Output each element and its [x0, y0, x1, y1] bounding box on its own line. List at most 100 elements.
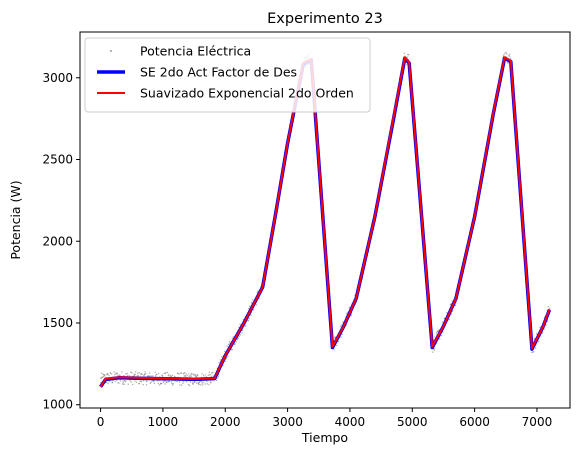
scatter-point: [164, 383, 166, 385]
x-tick-label: 5000: [397, 415, 428, 429]
scatter-point: [225, 358, 227, 360]
scatter-point: [247, 307, 250, 310]
scatter-point: [154, 371, 156, 374]
scatter-point: [219, 359, 221, 361]
series-line: [99, 56, 551, 388]
scatter-point: [129, 380, 131, 382]
x-tick-label: 2000: [210, 415, 241, 429]
scatter-point: [123, 374, 125, 377]
x-tick-label: 0: [97, 415, 105, 429]
scatter-point: [141, 381, 143, 383]
scatter-point: [136, 375, 138, 377]
legend-label: SE 2do Act Factor de Des: [140, 65, 297, 80]
plot-frame: [79, 31, 571, 409]
scatter-point: [139, 380, 141, 383]
x-tick-label: 1000: [148, 415, 179, 429]
y-tick-label: 3000: [42, 71, 73, 85]
scatter-point: [137, 375, 140, 377]
scatter-point: [257, 290, 259, 292]
scatter-point: [441, 321, 444, 324]
scatter-point: [187, 383, 190, 386]
scatter-point: [171, 382, 173, 385]
scatter-point: [189, 381, 192, 383]
scatter-point: [166, 371, 169, 374]
scatter-point: [192, 382, 195, 384]
scatter-point: [198, 383, 200, 386]
scatter-point: [119, 380, 122, 382]
scatter-point: [146, 380, 148, 383]
scatter-point: [153, 382, 156, 385]
scatter-point: [210, 372, 213, 374]
scatter-point: [130, 381, 132, 383]
scatter-point: [104, 374, 106, 376]
x-tick-label: 7000: [522, 415, 553, 429]
legend-marker: [110, 50, 112, 52]
scatter-point: [200, 384, 202, 386]
scatter-point: [186, 374, 188, 377]
axes: 0 1000 2000 3000 4000 5000 6000 7000 1000 1500 200…: [42, 71, 552, 429]
scatter-point: [201, 384, 204, 386]
scatter-point: [204, 383, 206, 385]
scatter-point: [231, 337, 234, 340]
scatter-point: [335, 344, 338, 347]
scatter-point: [144, 373, 146, 376]
scatter-point: [232, 336, 235, 338]
scatter-point: [197, 375, 199, 377]
scatter-point: [340, 325, 342, 328]
scatter-point: [116, 372, 119, 375]
scatter-point: [130, 371, 132, 373]
scatter-point: [234, 343, 236, 346]
scatter-point: [181, 384, 183, 386]
scatter-point: [448, 318, 450, 321]
scatter-point: [109, 372, 112, 375]
scatter-point: [202, 374, 205, 377]
scatter-point: [101, 376, 104, 379]
scatter-point: [154, 375, 157, 377]
scatter-point: [239, 334, 242, 336]
scatter-point: [140, 380, 142, 382]
scatter-point: [172, 383, 174, 385]
scatter-point: [541, 332, 544, 334]
scatter-point: [198, 381, 201, 384]
scatter-point: [250, 301, 253, 304]
scatter-point: [247, 319, 250, 322]
scatter-point: [153, 380, 155, 382]
scatter-point: [194, 380, 196, 383]
scatter-point: [537, 340, 540, 343]
scatter-point: [170, 375, 172, 378]
scatter-point: [194, 373, 196, 376]
scatter-point: [238, 335, 241, 337]
scatter-point: [340, 336, 342, 338]
scatter-point: [226, 345, 228, 347]
scatter-point: [177, 372, 179, 375]
scatter-point: [255, 304, 258, 306]
scatter-point: [190, 375, 192, 378]
scatter-point: [508, 55, 511, 57]
scatter-point: [433, 349, 435, 351]
scatter-point: [218, 361, 220, 364]
scatter-point: [509, 57, 512, 60]
scatter-point: [204, 374, 207, 376]
scatter-point: [108, 380, 111, 382]
scatter-point: [184, 372, 186, 374]
scatter-point: [212, 371, 214, 374]
scatter-point: [202, 381, 204, 383]
scatter-point: [432, 351, 434, 353]
scatter-point: [191, 373, 193, 375]
scatter-point: [333, 348, 335, 351]
scatter-point: [547, 306, 550, 308]
scatter-point: [239, 323, 241, 326]
scatter-point: [185, 376, 187, 378]
scatter-point: [241, 332, 243, 334]
y-tick-label: 1500: [42, 316, 73, 330]
scatter-point: [105, 381, 108, 384]
scatter-point: [160, 382, 163, 385]
scatter-point: [168, 380, 171, 383]
legend: Potencia Eléctrica SE 2do Act Factor de D…: [84, 37, 371, 113]
scatter-point: [200, 380, 202, 383]
scatter-point: [163, 380, 166, 382]
scatter-point: [106, 373, 109, 375]
scatter-point: [408, 54, 410, 56]
scatter-point: [115, 379, 118, 382]
scatter-point: [227, 343, 230, 346]
